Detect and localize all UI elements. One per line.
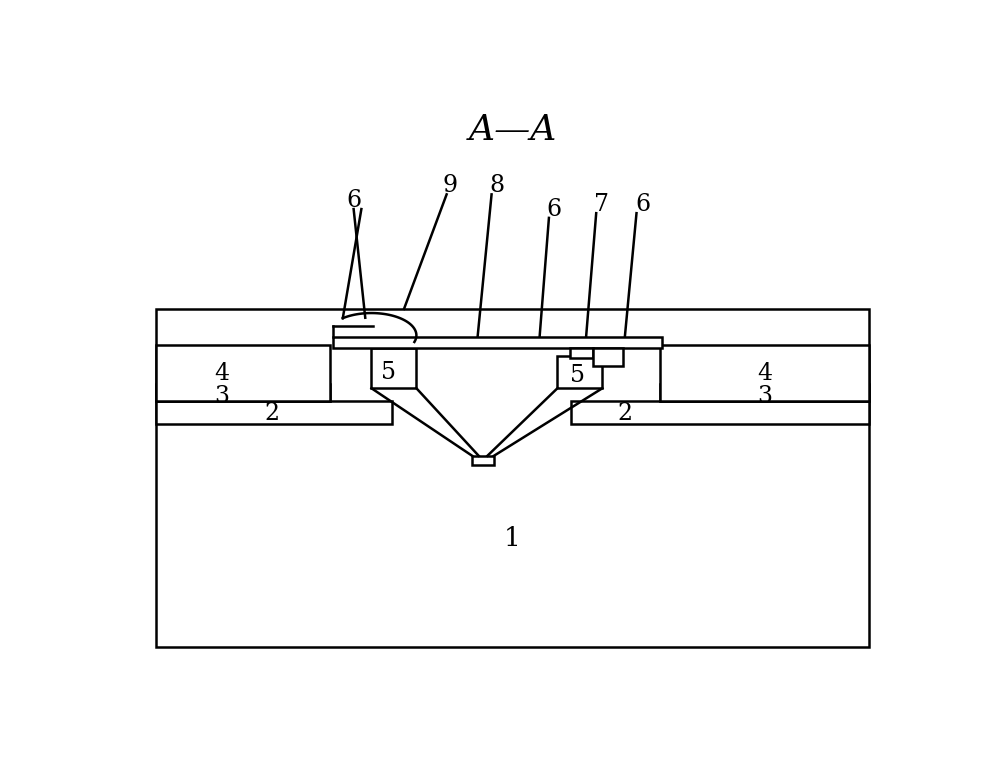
Bar: [156, 401, 392, 423]
Text: 6: 6: [635, 193, 650, 216]
Text: 2: 2: [617, 402, 632, 425]
Bar: [371, 348, 416, 388]
Text: 4: 4: [757, 362, 772, 385]
Bar: [156, 309, 869, 647]
Text: 8: 8: [489, 174, 505, 197]
Bar: [156, 384, 330, 401]
Bar: [593, 348, 623, 366]
Text: 4: 4: [214, 362, 229, 385]
Text: 6: 6: [546, 198, 561, 221]
Bar: [570, 348, 593, 359]
Text: 6: 6: [346, 188, 361, 212]
Bar: [660, 346, 869, 401]
Text: 7: 7: [594, 193, 609, 216]
Text: A—A: A—A: [468, 113, 557, 146]
Text: 2: 2: [265, 402, 280, 425]
Bar: [156, 346, 330, 401]
Bar: [557, 356, 602, 388]
Text: 5: 5: [570, 364, 585, 387]
Text: 3: 3: [757, 385, 772, 408]
Bar: [571, 401, 869, 423]
Bar: [472, 456, 494, 465]
Bar: [660, 384, 869, 401]
Text: 9: 9: [443, 174, 458, 197]
Text: 3: 3: [214, 385, 229, 408]
Bar: [333, 336, 662, 348]
Text: 1: 1: [504, 526, 521, 551]
Text: 5: 5: [381, 361, 396, 384]
